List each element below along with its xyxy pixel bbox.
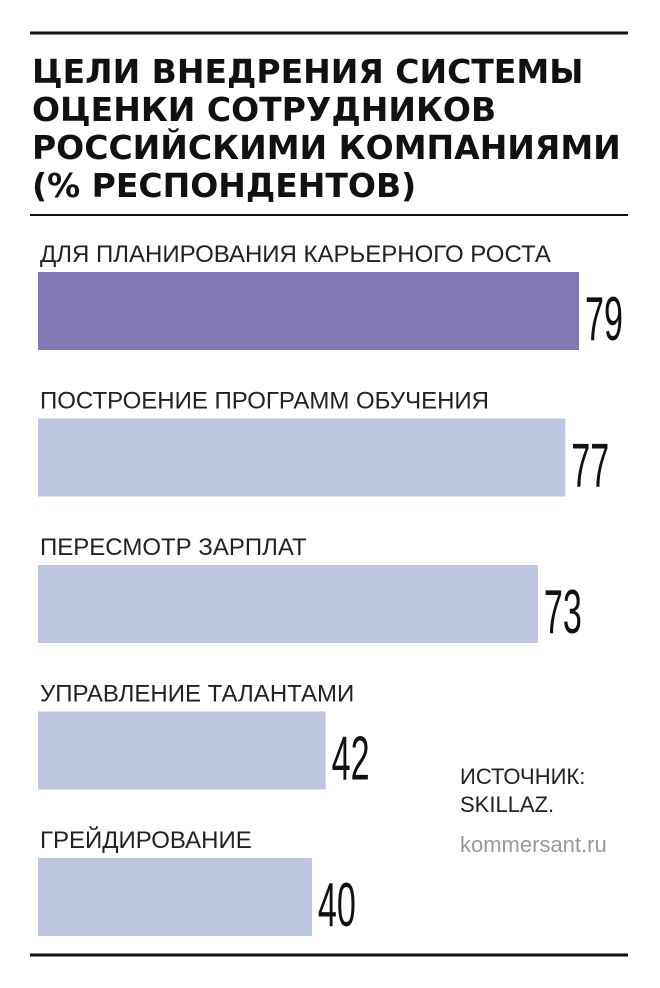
bar — [38, 418, 566, 497]
title-line: ОЦЕНКИ СОТРУДНИКОВ — [32, 90, 496, 129]
value-label: 79 — [585, 284, 623, 353]
bar — [38, 858, 312, 936]
value-label: 40 — [318, 870, 356, 939]
category-label: ДЛЯ ПЛАНИРОВАНИЯ КАРЬЕРНОГО РОСТА — [40, 241, 551, 268]
bar — [38, 272, 579, 350]
value-label: 77 — [571, 431, 609, 500]
value-label: 73 — [544, 577, 582, 646]
bar — [38, 565, 538, 643]
title-line: РОССИЙСКИМИ КОМПАНИЯМИ — [32, 127, 621, 167]
title-line: ЦЕЛИ ВНЕДРЕНИЯ СИСТЕМЫ — [32, 52, 583, 91]
title-line: (% РЕСПОНДЕНТОВ) — [32, 166, 416, 205]
value-label: 42 — [332, 724, 370, 793]
source-line: SKILLAZ. — [460, 792, 554, 817]
category-label: УПРАВЛЕНИЕ ТАЛАНТАМИ — [40, 681, 354, 708]
source-line: ИСТОЧНИК: — [460, 764, 585, 789]
category-label: ГРЕЙДИРОВАНИЕ — [40, 826, 252, 854]
bar — [38, 711, 326, 790]
category-label: ПЕРЕСМОТР ЗАРПЛАТ — [40, 534, 307, 561]
site: kommersant.ru — [460, 832, 607, 857]
category-label: ПОСТРОЕНИЕ ПРОГРАММ ОБУЧЕНИЯ — [40, 388, 489, 415]
